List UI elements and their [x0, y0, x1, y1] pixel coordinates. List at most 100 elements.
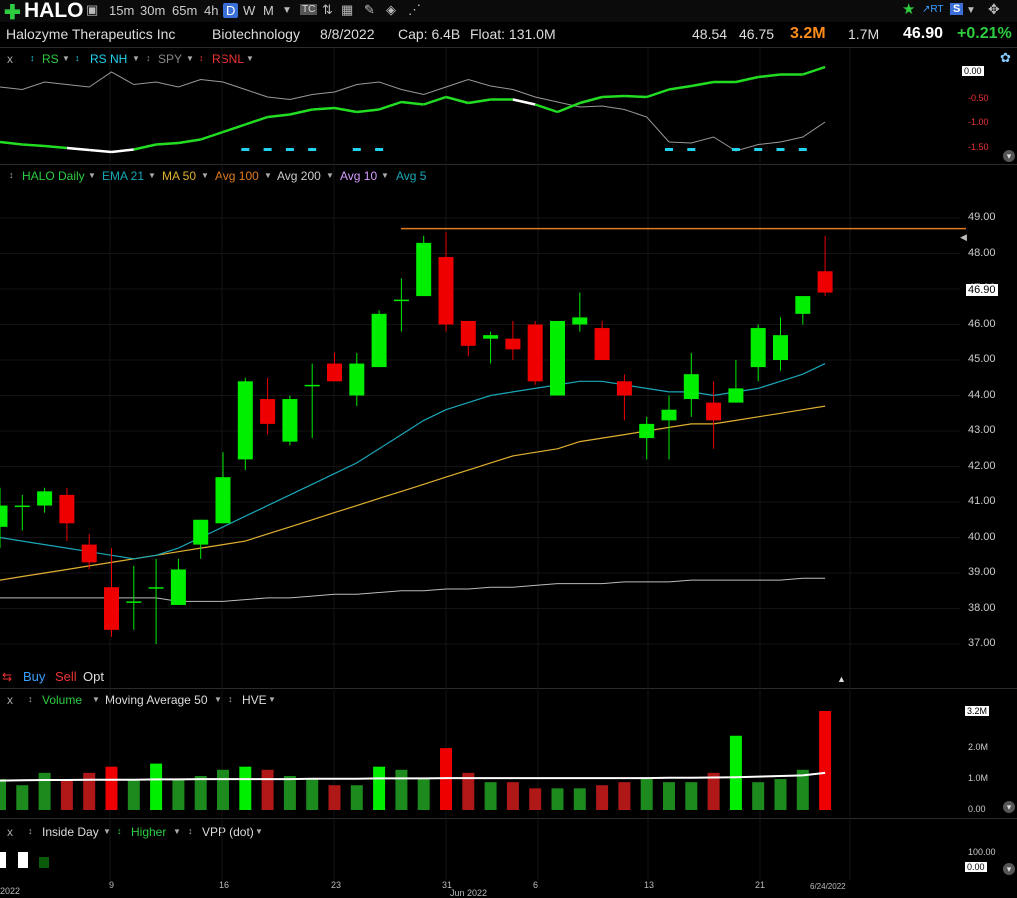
rs-pane-close[interactable]: x [7, 52, 13, 66]
daily-dropdown-icon[interactable]: ▼ [88, 171, 96, 180]
ma50-dropdown-icon[interactable]: ▼ [201, 171, 209, 180]
volume-bar [16, 785, 29, 810]
volume-bar [640, 779, 653, 810]
tf-4h[interactable]: 4h [204, 3, 219, 18]
symbol-title[interactable]: HALO [24, 0, 84, 22]
volume-pane-close[interactable]: x [7, 693, 13, 707]
s-icon[interactable]: S [950, 3, 964, 15]
industry[interactable]: Biotechnology [212, 26, 300, 42]
avg10-label[interactable]: Avg 10 [340, 169, 378, 183]
avg200-dropdown-icon[interactable]: ▼ [326, 171, 334, 180]
vpp-label[interactable]: VPP (dot) [202, 825, 254, 839]
rsnh-dropdown-icon[interactable]: ▼ [132, 54, 140, 63]
ema21-label[interactable]: EMA 21 [102, 169, 145, 183]
volume-dropdown-icon[interactable]: ▼ [92, 695, 100, 704]
price-axis-label: 42.00 [968, 459, 996, 472]
compare-icon[interactable]: ⇅ [322, 2, 333, 17]
tf-weekly[interactable]: W [243, 3, 256, 18]
price-axis-label: 48.00 [968, 246, 996, 259]
calculator-icon[interactable]: ▦ [341, 2, 354, 17]
options-button[interactable]: Opt [83, 669, 104, 684]
avg5-label[interactable]: Avg 5 [396, 169, 427, 183]
settings-icon[interactable]: ✥ [988, 1, 1000, 17]
candle-up [0, 505, 8, 527]
avg10-dropdown-icon[interactable]: ▼ [381, 171, 389, 180]
vpp-dropdown-icon[interactable]: ▼ [255, 827, 263, 836]
avg100-label[interactable]: Avg 100 [215, 169, 259, 183]
avg200-label[interactable]: Avg 200 [277, 169, 321, 183]
share-icon[interactable]: ⋰ [408, 2, 421, 17]
ma-volume-dropdown-icon[interactable]: ▼ [214, 695, 222, 704]
rsnl-label[interactable]: RSNL [212, 52, 245, 66]
star-icon[interactable]: ★ [902, 1, 916, 18]
volume-bar [462, 772, 475, 810]
add-symbol-icon[interactable]: ✚ [4, 2, 21, 24]
hve-dropdown-icon[interactable]: ▼ [268, 695, 276, 704]
candle-down [706, 402, 722, 421]
inside-day-label[interactable]: Inside Day [42, 825, 99, 839]
tf-daily[interactable]: D [223, 3, 239, 18]
candle-up [371, 313, 387, 368]
rs-line-segment [222, 123, 246, 134]
rt-icon[interactable]: ↗RT [922, 4, 944, 15]
candle-up [550, 320, 565, 396]
spy-dropdown-icon[interactable]: ▼ [186, 54, 194, 63]
volume-pane-collapse-icon[interactable]: ▾ [1003, 801, 1015, 813]
axis-left-arrow-icon[interactable]: ◀ [960, 232, 967, 242]
tf-dropdown-icon[interactable]: ▼ [282, 5, 292, 16]
candle-up [193, 519, 209, 545]
spy-line [0, 71, 826, 152]
tc-icon[interactable]: TC [300, 4, 318, 15]
ma50-volume-label[interactable]: Moving Average 50 [105, 693, 208, 707]
tf-65m[interactable]: 65m [172, 3, 198, 18]
rs-line-segment [66, 146, 90, 152]
tf-15m[interactable]: 15m [109, 3, 135, 18]
palette-icon[interactable]: ✿ [1000, 50, 1011, 65]
chart-type-icon[interactable]: ▣ [86, 2, 99, 17]
volume-bar [172, 779, 185, 810]
divider [0, 688, 1017, 689]
volume-label[interactable]: Volume [42, 693, 83, 707]
candle-up [304, 384, 320, 387]
volume-bar [261, 769, 274, 810]
volume-axis-label: 2.0M [968, 742, 989, 752]
inside-pane-close[interactable]: x [7, 825, 13, 839]
higher-dropdown-icon[interactable]: ▼ [173, 827, 181, 836]
rs-line-segment [691, 80, 714, 88]
date-label: 13 [644, 880, 655, 890]
tf-30m[interactable]: 30m [140, 3, 166, 18]
rsnl-dropdown-icon[interactable]: ▼ [246, 54, 254, 63]
avg100-dropdown-icon[interactable]: ▼ [264, 171, 272, 180]
inside-pane-collapse-icon[interactable]: ▾ [1003, 863, 1015, 875]
tf-monthly[interactable]: M [263, 3, 274, 18]
rs-nh-label[interactable]: RS NH [90, 52, 128, 66]
trade-icon[interactable]: ⇆ [2, 670, 13, 684]
s-dropdown-icon[interactable]: ▼ [966, 5, 976, 16]
ema21-dropdown-icon[interactable]: ▼ [148, 171, 156, 180]
layers-icon[interactable]: ◈ [386, 2, 396, 17]
daily-label[interactable]: HALO Daily [22, 169, 85, 183]
higher-label[interactable]: Higher [131, 825, 167, 839]
spy-label[interactable]: SPY [158, 52, 183, 66]
rs-pane-collapse-icon[interactable]: ▾ [1003, 150, 1015, 162]
volume-bar [707, 772, 720, 810]
volume-ma-line [0, 771, 826, 782]
volume-bar [373, 766, 386, 810]
buy-button[interactable]: Buy [23, 669, 46, 684]
candle-up [282, 399, 298, 442]
volume-axis-label: 1.0M [968, 773, 989, 783]
rs-label[interactable]: RS [42, 52, 59, 66]
hve-label[interactable]: HVE [242, 693, 267, 707]
candle-down [438, 257, 454, 325]
ma50-label[interactable]: MA 50 [162, 169, 197, 183]
inside-axis-current: 0.00 [965, 862, 987, 872]
sell-button[interactable]: Sell [55, 669, 77, 684]
candle-up [728, 388, 744, 403]
candle-up [148, 587, 164, 589]
inside-dropdown-icon[interactable]: ▼ [103, 827, 111, 836]
rs-dropdown-icon[interactable]: ▼ [62, 54, 70, 63]
toolbar: ✚ HALO ▣ 15m 30m 65m 4h D W M ▼ TC ⇅ ▦ ✎… [0, 0, 1017, 24]
scroll-up-icon[interactable]: ▲ [837, 674, 846, 684]
pencil-icon[interactable]: ✎ [364, 2, 375, 17]
